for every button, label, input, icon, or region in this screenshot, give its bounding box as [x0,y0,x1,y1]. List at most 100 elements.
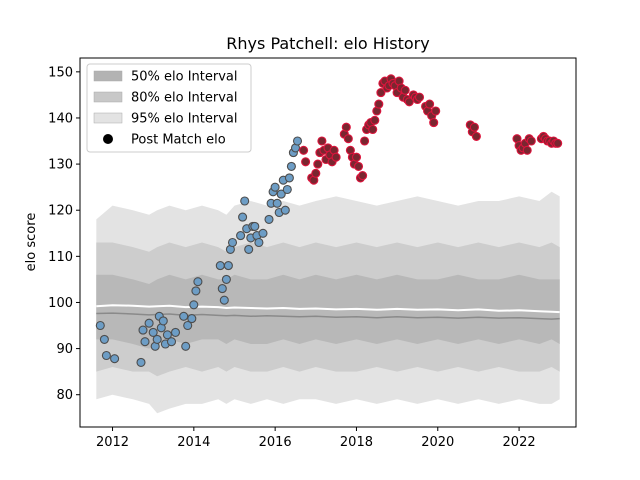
data-point [299,145,309,155]
x-axis-ticks: 2012 2014 2016 2018 2020 2022 [96,427,536,450]
data-point [282,184,292,195]
data-point [313,159,323,169]
data-point [400,85,410,95]
legend-swatch [93,112,123,124]
data-point [215,261,225,271]
chart-title: Rhys Patchell: elo History [226,34,429,53]
data-point [522,145,532,155]
data-point [301,157,311,167]
data-point [244,244,254,254]
y-tick-label: 130 [48,158,73,173]
x-tick-label: 2016 [259,435,292,450]
legend-box [86,63,252,153]
data-point [140,337,150,347]
data-point [374,99,384,109]
data-point [270,182,280,192]
data-point [227,237,238,248]
data-point [280,205,290,215]
data-point [286,161,296,171]
data-point [311,168,321,178]
x-tick-label: 2022 [503,435,536,450]
data-point [101,350,111,361]
data-point [144,318,154,328]
y-axis-label: elo score [24,213,39,272]
post-match-points [95,74,563,367]
data-point [99,334,109,344]
data-point [284,173,294,183]
data-point [414,92,425,102]
legend-marker [103,134,113,144]
data-point [351,152,362,162]
data-point [110,354,120,364]
data-point [240,196,250,206]
data-point [264,214,274,224]
y-tick-label: 110 [48,250,73,265]
data-point [162,330,172,340]
data-point [368,124,378,135]
data-point [138,325,148,335]
data-point [292,136,303,146]
data-point [331,152,341,162]
data-point [148,327,158,337]
data-point [341,122,351,132]
data-point [469,122,479,132]
x-tick-label: 2012 [96,435,129,450]
legend-label: 80% elo Interval [131,91,238,106]
legend-label: Post Match elo [131,133,226,148]
y-tick-label: 90 [56,342,73,357]
data-point [183,320,193,331]
legend-label: 50% elo Interval [131,70,238,85]
band-50 [96,274,560,349]
data-point [343,134,353,144]
data-point [223,261,233,271]
x-tick-label: 2018 [340,435,373,450]
data-point [360,136,370,146]
data-point [404,97,414,107]
data-point [217,284,227,294]
data-point [276,189,286,199]
data-point [238,212,248,222]
x-tick-label: 2020 [421,435,454,450]
legend: 50% elo Interval 80% elo Interval 95% elo … [86,63,252,153]
y-axis-ticks: 80 90 100 110 120 130 140 150 [48,65,80,403]
data-point [353,161,364,171]
legend-swatch [93,70,123,82]
legend-label: 95% elo Interval [131,112,238,127]
data-point [425,99,435,109]
data-point [471,131,481,141]
data-point [370,115,380,125]
data-point [358,171,368,181]
reference-lines [96,304,560,320]
data-point [152,334,162,344]
data-point [236,231,246,241]
y-tick-label: 140 [48,111,73,126]
legend-swatch [93,91,123,103]
interval-bands [96,191,560,414]
data-point [193,277,203,287]
plot-frame [79,57,577,428]
data-point [189,300,199,310]
data-point [317,136,327,146]
data-point [250,221,260,231]
data-point [191,286,201,296]
y-tick-label: 120 [48,204,73,219]
y-tick-label: 150 [48,65,73,80]
data-point [526,136,536,146]
data-point [429,118,439,128]
data-point [219,295,229,305]
data-point [179,311,189,321]
data-point [95,320,105,331]
data-point [254,237,264,248]
data-point [158,316,168,326]
median-line [96,304,560,314]
data-point [187,314,197,324]
data-point [170,327,181,337]
x-tick-label: 2014 [177,435,210,450]
data-point [181,341,191,351]
data-point [221,274,231,284]
data-point [272,198,282,208]
y-tick-label: 80 [56,388,73,403]
mean-line [96,312,560,320]
data-point [258,228,268,238]
